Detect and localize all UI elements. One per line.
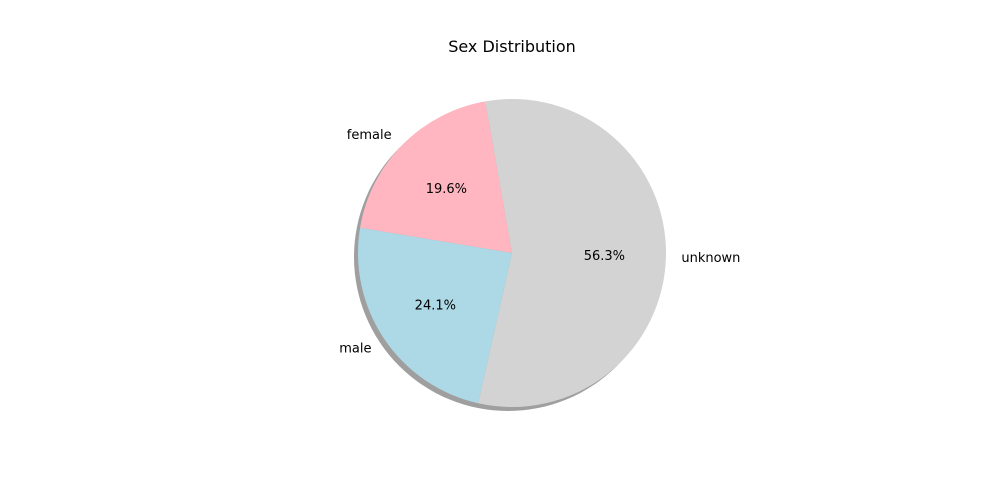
pie-slice-female — [360, 101, 512, 254]
slice-pct-unknown: 56.3% — [584, 249, 625, 264]
slice-label-unknown: unknown — [681, 251, 740, 266]
slice-label-male: male — [339, 342, 371, 357]
chart-title: Sex Distribution — [448, 37, 576, 56]
pie-slices — [358, 99, 666, 407]
slice-pct-female: 19.6% — [426, 182, 467, 197]
pie-slice-unknown — [478, 99, 666, 407]
pie-labels: female 19.6% male 24.1% unknown 56.3% — [339, 128, 740, 357]
slice-pct-male: 24.1% — [415, 299, 456, 314]
slice-label-female: female — [347, 128, 392, 143]
pie-slice-male — [358, 227, 512, 404]
